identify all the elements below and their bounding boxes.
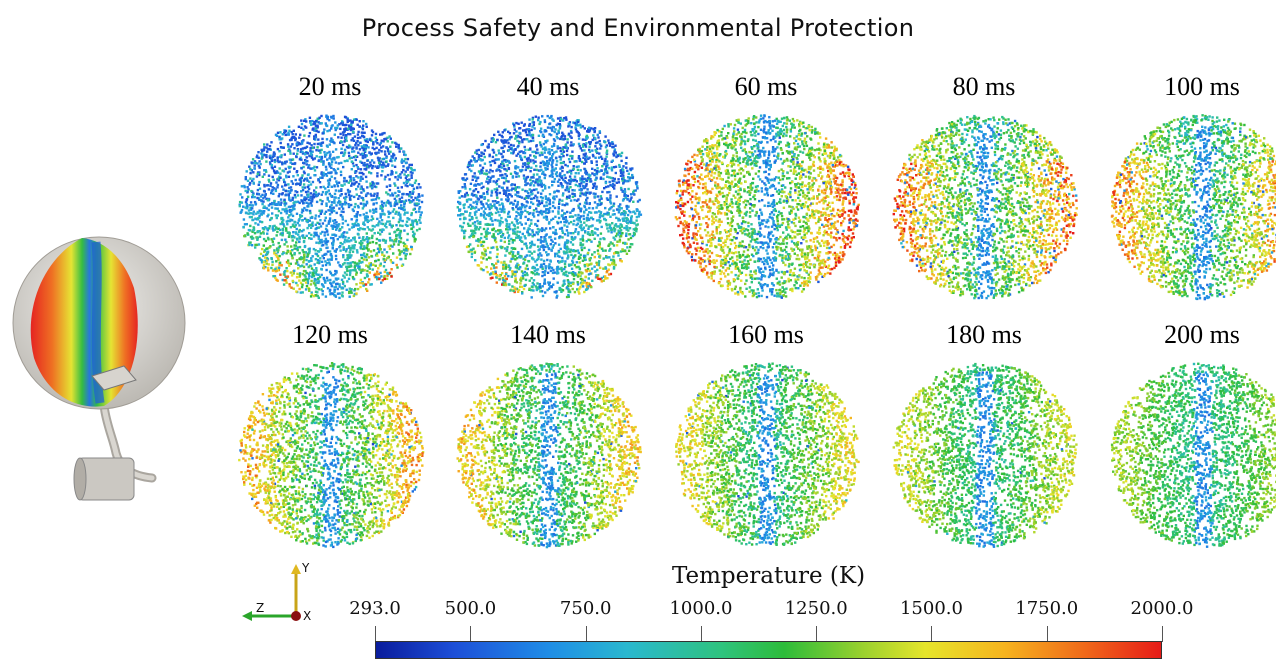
particle-cloud: [892, 362, 1078, 548]
colorbar-tick-mark: [816, 626, 818, 642]
frame-disc: [456, 362, 642, 549]
particle-cloud: [238, 362, 425, 549]
particle-cloud: [892, 114, 1078, 300]
colorbar-tick-label: 2000.0: [1131, 598, 1194, 619]
colorbar-tick-label: 1750.0: [1015, 598, 1078, 619]
colorbar-tick-label: 1250.0: [785, 598, 848, 619]
frame-disc: [892, 114, 1078, 300]
colorbar-tick-mark: [1162, 626, 1163, 642]
frame-label: 40 ms: [446, 72, 650, 102]
colorbar-tick-label: 1000.0: [669, 598, 732, 619]
frame-label: 120 ms: [228, 320, 432, 350]
particle-cloud: [675, 362, 860, 546]
snapshot-grid: 20 ms 40 ms 60 ms 80 ms 100 ms 120 ms 14…: [228, 72, 1276, 552]
frame-label: 20 ms: [228, 72, 432, 102]
colorbar: [375, 641, 1162, 659]
frame-label: 60 ms: [664, 72, 868, 102]
frame-7: 140 ms: [446, 320, 650, 556]
frame-disc: [1110, 362, 1276, 548]
particle-cloud: [456, 114, 643, 299]
frame-label: 180 ms: [882, 320, 1086, 350]
colorbar-tick-mark: [1046, 626, 1048, 642]
frame-disc: [1110, 114, 1276, 301]
chamber-3d-view: [12, 236, 186, 501]
particle-cloud: [674, 114, 860, 299]
frame-disc: [456, 114, 643, 299]
frame-6: 120 ms: [228, 320, 432, 556]
temperature-slice: [30, 238, 138, 407]
frame-label: 200 ms: [1100, 320, 1276, 350]
axis-y-label: Y: [301, 561, 310, 575]
colorbar-tick-mark: [931, 626, 933, 642]
frame-10: 200 ms: [1100, 320, 1276, 556]
frame-3: 60 ms: [664, 72, 868, 308]
orientation-axes: Y Z X: [242, 561, 311, 623]
colorbar-tick-label: 293.0: [349, 598, 401, 619]
axis-z-label: Z: [256, 601, 264, 615]
colorbar-tick-label: 1500.0: [900, 598, 963, 619]
colorbar-tick-mark: [700, 626, 702, 642]
particle-cloud: [1110, 362, 1276, 548]
colorbar-tick-label: 500.0: [445, 598, 497, 619]
injector-plate: [91, 365, 137, 391]
frame-label: 140 ms: [446, 320, 650, 350]
frame-disc: [238, 114, 424, 300]
frame-disc: [238, 362, 425, 549]
frame-1: 20 ms: [228, 72, 432, 308]
colorbar-title: Temperature (K): [375, 563, 1162, 589]
frame-disc: [674, 114, 860, 299]
particle-cloud: [238, 114, 424, 300]
colorbar-tick-mark: [375, 626, 376, 642]
frame-9: 180 ms: [882, 320, 1086, 556]
colorbar-tick-mark: [585, 626, 587, 642]
frame-8: 160 ms: [664, 320, 868, 556]
frame-disc: [675, 362, 860, 546]
axis-x-label: X: [303, 609, 311, 623]
frame-4: 80 ms: [882, 72, 1086, 308]
colorbar-tick-labels: 293.0 500.0 750.0 1000.0 1250.0 1500.0 1750.0 2…: [0, 598, 1276, 628]
frame-label: 80 ms: [882, 72, 1086, 102]
frame-2: 40 ms: [446, 72, 650, 308]
colorbar-tick-mark: [470, 626, 472, 642]
frame-label: 100 ms: [1100, 72, 1276, 102]
frame-disc: [892, 362, 1078, 548]
colorbar-tick-label: 750.0: [560, 598, 612, 619]
figure-title: Process Safety and Environmental Protect…: [0, 14, 1276, 42]
particle-cloud: [1110, 114, 1276, 301]
frame-5: 100 ms: [1100, 72, 1276, 308]
particle-cloud: [456, 362, 642, 549]
frame-label: 160 ms: [664, 320, 868, 350]
